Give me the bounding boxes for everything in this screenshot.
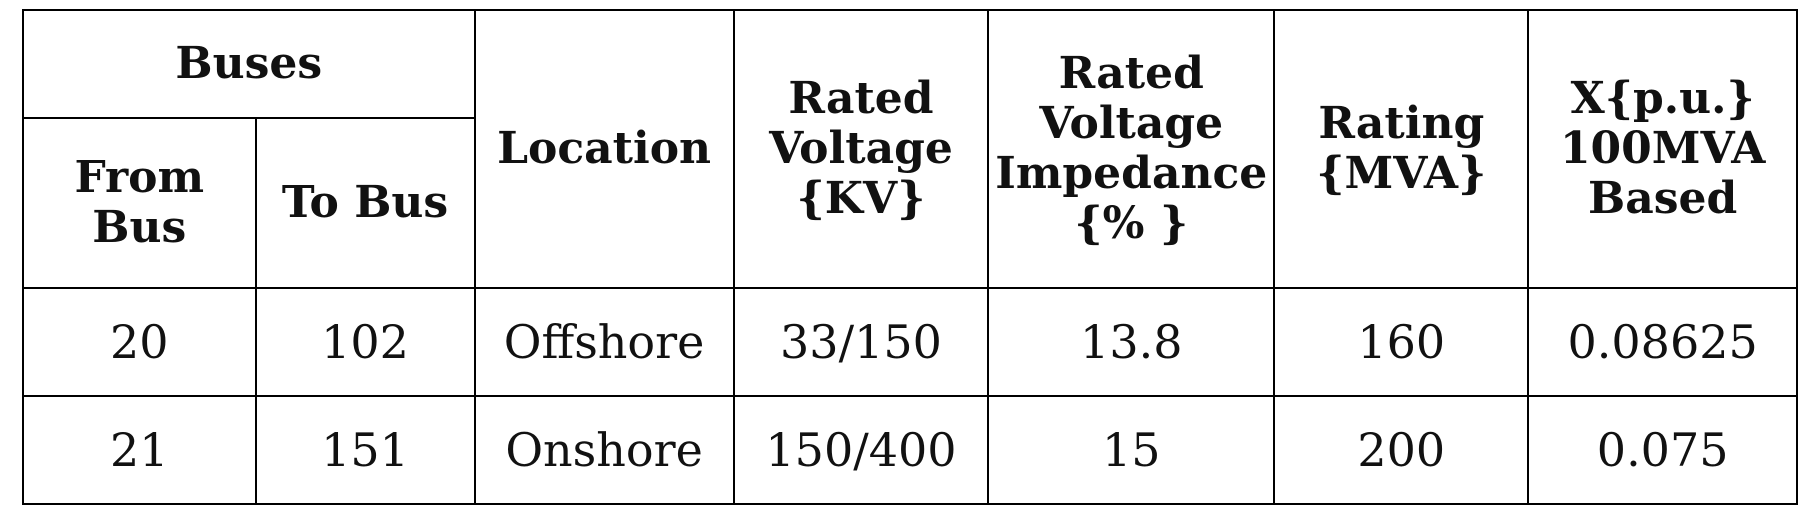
header-to-bus: To Bus (254, 117, 476, 289)
header-row-1: Buses Location Rated Voltage {KV} Rated … (22, 9, 1798, 289)
cell-location: Offshore (473, 287, 735, 397)
cell-from-bus: 20 (22, 287, 257, 397)
cell-x-pu: 0.08625 (1527, 287, 1798, 397)
cell-x-pu: 0.075 (1527, 395, 1798, 505)
header-location: Location (473, 9, 735, 289)
cell-rated-voltage: 33/150 (732, 287, 990, 397)
cell-impedance: 15 (987, 395, 1276, 505)
transformer-table: Buses Location Rated Voltage {KV} Rated … (22, 9, 1798, 505)
cell-impedance: 13.8 (987, 287, 1276, 397)
cell-from-bus: 21 (22, 395, 257, 505)
cell-location: Onshore (473, 395, 735, 505)
cell-rating: 160 (1273, 287, 1530, 397)
header-buses: Buses (22, 9, 476, 119)
header-rating: Rating {MVA} (1273, 9, 1530, 289)
header-impedance: Rated Voltage Impedance {% } (987, 9, 1276, 289)
header-rated-voltage: Rated Voltage {KV} (732, 9, 990, 289)
table-row: 21 151 Onshore 150/400 15 200 0.075 (22, 395, 1798, 505)
table-container: Buses Location Rated Voltage {KV} Rated … (22, 9, 1798, 505)
table-row: 20 102 Offshore 33/150 13.8 160 0.08625 (22, 287, 1798, 397)
header-x-pu: X{p.u.} 100MVA Based (1527, 9, 1798, 289)
cell-to-bus: 151 (254, 395, 476, 505)
header-from-bus: From Bus (22, 117, 257, 289)
cell-rated-voltage: 150/400 (732, 395, 990, 505)
cell-rating: 200 (1273, 395, 1530, 505)
cell-to-bus: 102 (254, 287, 476, 397)
header-row-2: From Bus To Bus (22, 117, 1797, 289)
